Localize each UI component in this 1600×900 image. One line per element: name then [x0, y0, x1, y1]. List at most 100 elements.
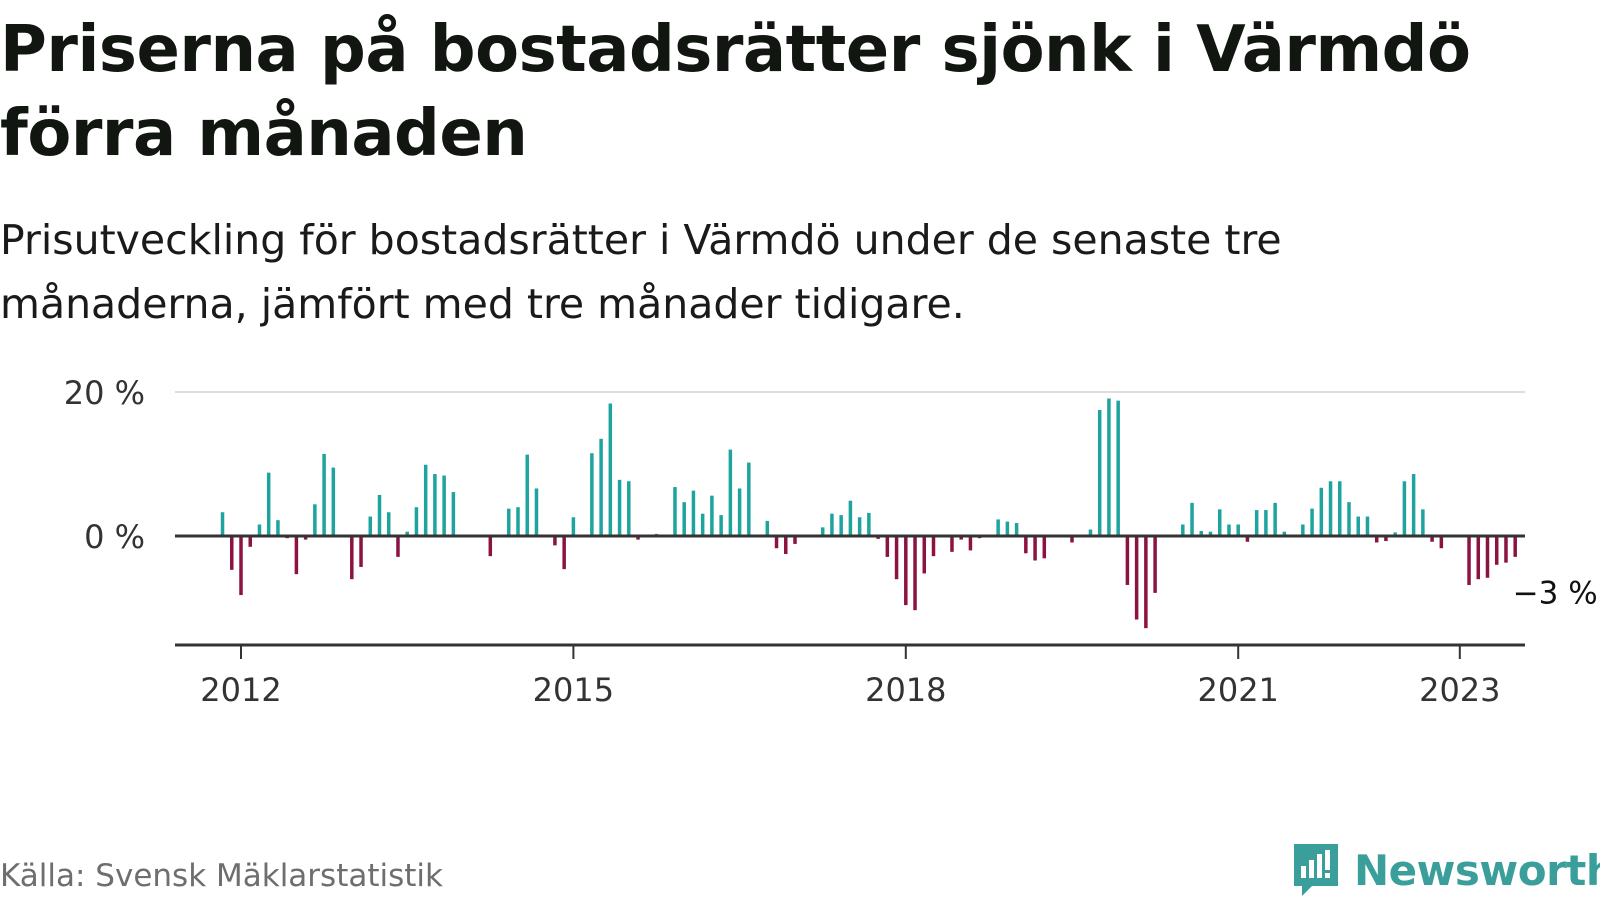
bar: [1245, 536, 1250, 542]
bar: [488, 536, 493, 557]
bar: [1236, 524, 1240, 536]
bar: [1042, 536, 1047, 559]
bar: [322, 453, 326, 536]
bar: [405, 531, 409, 536]
bar: [617, 479, 622, 536]
bar: [710, 495, 714, 536]
bar: [922, 536, 927, 574]
last-value-label: −3 %: [1513, 576, 1598, 612]
bar: [239, 536, 243, 596]
bar: [230, 536, 234, 570]
bar: [303, 536, 308, 540]
bar: [848, 500, 853, 536]
bar: [737, 488, 742, 536]
bar: [1070, 536, 1074, 543]
bar: [1144, 536, 1148, 629]
bar: [276, 520, 280, 536]
bar: [968, 536, 973, 551]
bar: [553, 536, 557, 546]
bar: [820, 527, 825, 536]
bar: [1024, 536, 1028, 554]
bar: [774, 536, 779, 549]
bar: [1097, 410, 1102, 536]
bar: [590, 453, 594, 536]
bar: [1402, 481, 1407, 536]
bar: [220, 512, 225, 536]
newsworthy-logo[interactable]: Newsworthy: [1290, 842, 1600, 898]
bar: [377, 494, 382, 536]
bar: [294, 536, 299, 575]
bar: [1199, 530, 1204, 536]
bar: [1273, 502, 1277, 536]
bar: [313, 504, 317, 536]
bar: [931, 536, 936, 557]
bar: [1116, 400, 1120, 536]
bar: [1282, 531, 1287, 536]
bar: [442, 475, 446, 536]
bar: [1264, 510, 1268, 536]
bar: [562, 536, 566, 570]
bar: [1338, 481, 1342, 536]
bar: [1374, 536, 1379, 543]
bar: [830, 513, 834, 536]
bar: [359, 536, 363, 567]
bar: [867, 512, 871, 536]
bar: [433, 474, 437, 536]
y-tick-label: 0 %: [84, 518, 145, 556]
bar: [728, 449, 733, 536]
bar: [673, 487, 677, 536]
bar: [1513, 536, 1517, 557]
x-tick-label: 2012: [200, 671, 281, 709]
bar: [266, 472, 271, 536]
bar: [627, 481, 631, 536]
bar: [1476, 536, 1481, 580]
bar: [894, 536, 899, 580]
bar: [747, 462, 751, 536]
bar: [1125, 536, 1130, 585]
x-tick-label: 2021: [1197, 671, 1278, 709]
bar: [682, 502, 686, 536]
bar: [1014, 523, 1019, 536]
bar: [636, 536, 640, 540]
bar: [571, 517, 576, 536]
bar: [396, 536, 400, 557]
bar: [1430, 536, 1434, 542]
bar: [1439, 536, 1444, 549]
y-tick-label: 20 %: [64, 374, 145, 412]
bar: [386, 512, 391, 536]
bar-chart: 20 % 0 % 2012 2015 2018 2021 2023 −3 %: [64, 374, 1598, 709]
bar: [368, 516, 373, 536]
bar: [959, 536, 963, 540]
bar: [857, 517, 862, 536]
x-tick-label: 2023: [1419, 671, 1500, 709]
bar: [1208, 531, 1213, 536]
x-tick-label: 2018: [865, 671, 946, 709]
bar: [691, 490, 696, 536]
bar: [784, 536, 788, 554]
bar: [700, 513, 705, 536]
bar: [1347, 502, 1351, 536]
bar: [1005, 521, 1010, 536]
bar: [414, 507, 419, 536]
bar: [534, 488, 539, 536]
bar: [1181, 524, 1185, 536]
bar: [1310, 508, 1314, 536]
bar: [1088, 529, 1093, 536]
bar: [1217, 509, 1222, 536]
bar: [257, 524, 262, 536]
bar: [516, 507, 520, 536]
chart-title: Priserna på bostadsrätter sjönk i Värmdö…: [0, 13, 1471, 171]
bar: [507, 508, 511, 536]
bar: [1107, 398, 1111, 536]
bar: [793, 536, 797, 544]
bar: [885, 536, 890, 557]
bar: [1356, 516, 1360, 536]
bar: [1190, 502, 1194, 536]
bar: [904, 536, 908, 606]
axis-layer: 20 % 0 % 2012 2015 2018 2021 2023: [64, 374, 1525, 709]
bar: [350, 536, 354, 580]
bar: [1421, 509, 1425, 536]
bar: [1227, 524, 1231, 536]
label-layer: −3 %: [1513, 576, 1598, 612]
bars-layer: [220, 398, 1517, 629]
